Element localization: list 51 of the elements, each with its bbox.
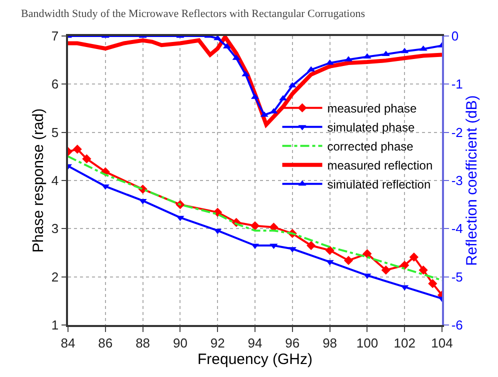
legend-label: simulated phase <box>327 120 415 134</box>
y-axis-title: Phase response (rad) <box>30 108 48 253</box>
y2-tick-label: -6 <box>451 318 463 333</box>
y-tick-label: 4 <box>51 173 59 188</box>
x-tick-label: 90 <box>172 335 188 350</box>
y-tick-label: 5 <box>51 124 59 140</box>
y2-tick-label: -3 <box>451 173 463 188</box>
point <box>306 240 316 250</box>
x-tick-label: 96 <box>285 335 300 350</box>
point <box>400 48 409 54</box>
point <box>362 249 372 258</box>
x-tick-label: 98 <box>322 335 338 350</box>
point <box>418 266 428 275</box>
point <box>176 216 184 222</box>
point <box>381 266 390 275</box>
point <box>72 144 82 154</box>
legend-label: simulated reflection <box>327 178 431 192</box>
x-tick-label: 102 <box>394 335 416 350</box>
y2-tick-label: -2 <box>451 124 463 140</box>
y2-tick-label: -4 <box>451 221 463 236</box>
point <box>428 279 438 288</box>
point <box>260 111 268 117</box>
y-tick-label: 3 <box>51 221 59 236</box>
y2-tick-label: -1 <box>451 76 463 92</box>
x-tick-label: 84 <box>60 335 76 350</box>
legend-label: corrected phase <box>327 140 414 154</box>
y2-axis-title: Reflection coefficient (dB) <box>463 95 480 266</box>
point <box>214 228 222 234</box>
y2-tick-label: 0 <box>451 28 459 44</box>
x-tick-label: 88 <box>136 335 150 350</box>
point <box>250 221 260 230</box>
legend-label: measured phase <box>327 102 417 116</box>
y-tick-label: 1 <box>51 318 59 333</box>
x-tick-label: 94 <box>248 335 262 350</box>
point <box>270 244 278 250</box>
text: Bandwidth Study of the Microwave Reflectors with Rectangular Corrugations <box>21 8 365 20</box>
point <box>344 256 354 266</box>
point <box>325 246 334 255</box>
point <box>382 50 390 56</box>
x-tick-label: 92 <box>210 335 225 350</box>
legend-label: measured reflection <box>327 158 433 172</box>
y-tick-label: 2 <box>51 269 59 284</box>
y-tick-label: 7 <box>51 28 59 44</box>
point <box>409 252 418 262</box>
x-tick-label: 100 <box>356 335 378 350</box>
y-tick-label: 6 <box>51 76 59 92</box>
x-tick-label: 104 <box>431 335 453 350</box>
point <box>82 154 92 164</box>
x-axis-title: Frequency (GHz) <box>197 350 313 368</box>
y2-tick-label: -5 <box>451 269 463 284</box>
x-tick-label: 86 <box>98 335 113 350</box>
